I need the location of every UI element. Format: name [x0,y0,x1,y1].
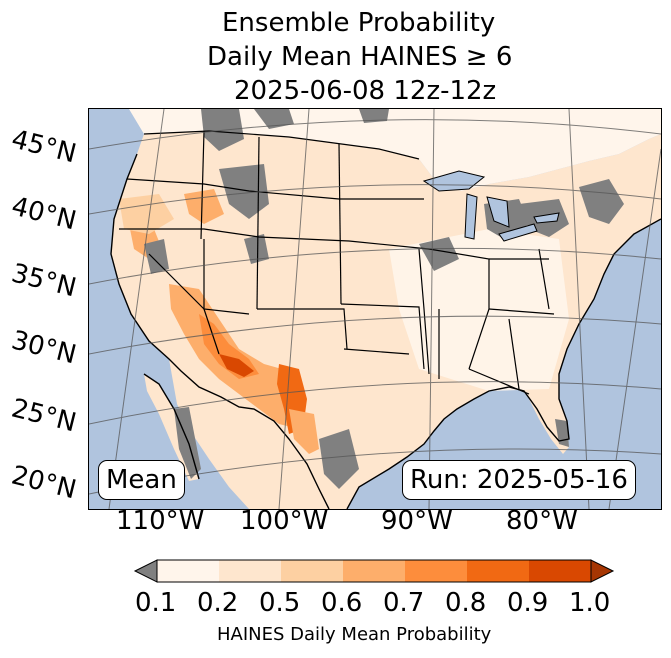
title-line-1: Ensemble Probability [222,8,496,38]
colorbar-under-arrow [133,559,158,583]
map-panel: Mean Run: 2025-05-16 [88,108,662,510]
mexico-landmass [169,359,329,509]
colorbar-cell-0 [157,560,220,582]
probability-hotspots [119,189,319,454]
lake-ontario [533,212,560,224]
colorbar-tick-7: 1.0 [569,588,611,618]
graticule [89,109,661,509]
colorbar-tick-6: 0.9 [507,588,549,618]
title-line-3: 2025-06-08 12z-12z [234,76,497,106]
lake-superior [422,170,486,192]
lat-label-35: 35°N [8,258,80,304]
run-date-box: Run: 2025-05-16 [402,460,636,500]
colorbar-cell-1 [219,560,282,582]
gray-blob-calif [144,239,169,274]
colorbar-cell-3 [343,560,406,582]
gray-blob-mexico [319,429,359,489]
colorbar-tick-4: 0.7 [383,588,425,618]
lon-label-100: 100°W [240,506,329,536]
lon-label-80: 80°W [506,506,578,536]
colorbar-tick-0: 0.1 [135,588,177,618]
colorbar-cell-2 [281,560,344,582]
mean-label-box: Mean [98,460,185,500]
lat-label-20: 20°N [8,460,80,506]
title-line-2: Daily Mean HAINES ≥ 6 [207,42,513,72]
lat-label-30: 30°N [8,325,80,371]
colorbar-label: HAINES Daily Mean Probability [217,624,492,645]
gray-blob-canada [254,109,294,129]
lake-michigan [464,193,478,240]
hotspot-arizona [199,314,259,379]
lat-label-25: 25°N [8,393,80,439]
colorbar [133,559,615,583]
colorbar-tick-1: 0.2 [197,588,239,618]
lake-erie [498,223,538,242]
colorbar-tick-3: 0.6 [321,588,363,618]
lat-label-40: 40°N [8,191,80,237]
canada-landmass [129,109,661,191]
hotspot-texas [289,409,319,454]
map-canvas [89,109,661,509]
hotspot-oregon [119,194,174,234]
colorbar-cell-5 [467,560,530,582]
lake-huron [486,196,510,228]
colorbar-outline [156,559,592,583]
lat-label-45: 45°N [8,124,80,170]
colorbar-cell-4 [405,560,468,582]
hotspot-border [219,354,254,377]
state-boundaries [119,130,555,395]
hotspot-idaho [184,189,224,224]
colorbar-cell-6 [529,560,592,582]
colorbar-tick-2: 0.5 [259,588,301,618]
great-lakes [422,170,560,242]
gray-blob-rockies [219,164,269,219]
lon-label-90: 90°W [381,506,453,536]
lon-label-110: 110°W [116,506,205,536]
colorbar-over-arrow [590,559,615,583]
colorbar-tick-5: 0.8 [445,588,487,618]
gray-blob-canada2 [359,109,389,123]
gray-blob-ohio [419,237,459,271]
gray-blob-northeast [579,179,624,224]
gray-blob-wyoming [244,234,269,264]
